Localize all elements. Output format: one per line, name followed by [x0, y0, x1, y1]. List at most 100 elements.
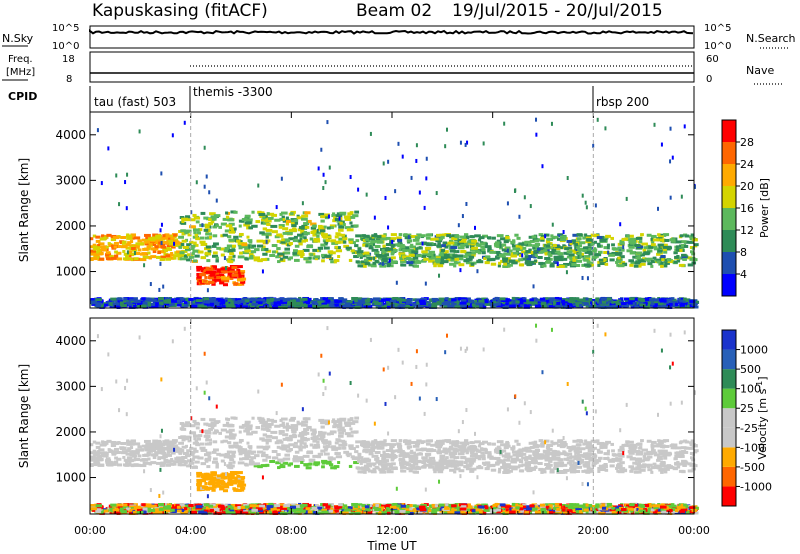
velocity-cell [190, 424, 196, 428]
power-cell [155, 302, 161, 306]
power-cell-sparse [532, 284, 535, 289]
velocity-cell [179, 463, 187, 467]
velocity-cell [161, 447, 169, 451]
power-cell [152, 250, 157, 254]
power-cell [296, 214, 300, 218]
power-cell [390, 260, 396, 264]
power-cell [396, 298, 401, 302]
power-cell [199, 240, 206, 244]
power-cell [260, 248, 266, 252]
velocity-cell [248, 446, 253, 450]
power-cell [428, 305, 434, 309]
power-cell [402, 249, 408, 253]
velocity-cell [260, 427, 265, 431]
power-cell [212, 242, 219, 246]
power-cell [425, 305, 430, 309]
power-cell [466, 302, 470, 306]
power-cell [635, 246, 643, 250]
velocity-cell [312, 439, 318, 443]
power-cell [605, 234, 611, 238]
power-cell [157, 296, 165, 300]
velocity-cell [185, 454, 191, 458]
power-cell [484, 300, 489, 304]
power-cell [535, 300, 540, 304]
power-cell [505, 257, 511, 261]
power-cell [281, 302, 285, 306]
power-cell [257, 210, 262, 214]
velocity-cell [282, 437, 290, 441]
power-cell [211, 217, 217, 221]
power-cell [317, 246, 324, 250]
power-cell [531, 299, 539, 303]
power-cell [133, 236, 141, 240]
power-cell [584, 233, 588, 237]
power-cell [208, 298, 214, 302]
power-cell [108, 244, 113, 248]
power-cell [601, 297, 606, 301]
power-cell [405, 257, 412, 261]
velocity-cell [205, 472, 210, 476]
power-cell [170, 245, 176, 249]
power-cell [459, 240, 464, 244]
velocity-cell [210, 421, 218, 425]
power-cell [418, 246, 422, 250]
power-cell [510, 299, 518, 303]
power-cell [244, 299, 250, 303]
power-cell-sparse [384, 195, 387, 200]
velocity-cell [400, 465, 407, 469]
velocity-cell [262, 433, 268, 437]
power-cell [450, 239, 454, 243]
power-cell [250, 244, 257, 248]
power-cell [586, 238, 592, 242]
power-cell [141, 304, 147, 308]
velocity-cell [240, 477, 245, 481]
velocity-cell [370, 446, 376, 450]
power-cell [412, 298, 417, 302]
power-cell [363, 305, 368, 309]
power-cell-sparse [203, 145, 206, 150]
y-tick-label: 2000 [55, 219, 86, 233]
power-cell [218, 305, 222, 309]
power-cell [260, 258, 268, 262]
power-cell [142, 301, 148, 305]
power-cell [298, 298, 303, 302]
power-cell [585, 236, 592, 240]
power-cell [98, 257, 105, 261]
power-cell [357, 247, 362, 251]
cpid-segment-rbsp: rbsp 200 [596, 95, 649, 109]
power-cell [288, 242, 293, 246]
power-cell [656, 252, 661, 256]
power-cell [105, 257, 111, 261]
power-cell [238, 232, 244, 236]
velocity-cell [97, 449, 101, 453]
power-cell [669, 238, 676, 242]
power-cell [420, 297, 427, 301]
power-cell [349, 241, 356, 245]
power-cell [338, 297, 343, 301]
power-cell [626, 301, 633, 305]
velocity-cell [398, 454, 402, 458]
power-cell-sparse [365, 192, 368, 197]
power-cell [240, 280, 246, 284]
velocity-cell [203, 434, 209, 438]
power-cell [200, 267, 204, 271]
power-cell [342, 212, 346, 216]
power-cell [400, 298, 406, 302]
power-cell [680, 240, 687, 244]
power-cell [158, 241, 162, 245]
velocity-scatter-data [90, 323, 700, 515]
power-cell [316, 234, 320, 238]
power-cell [435, 256, 441, 260]
power-cell [192, 259, 198, 263]
velocity-cell [253, 464, 260, 468]
power-cell [230, 297, 238, 301]
velocity-cell [320, 437, 325, 441]
power-cell [517, 305, 523, 309]
power-cell [379, 305, 386, 309]
power-cell [289, 297, 297, 301]
power-cell [478, 299, 485, 303]
velocity-cell [181, 423, 189, 427]
power-cell [389, 297, 395, 301]
velocity-cell [151, 442, 157, 446]
velocity-cell [681, 459, 687, 463]
